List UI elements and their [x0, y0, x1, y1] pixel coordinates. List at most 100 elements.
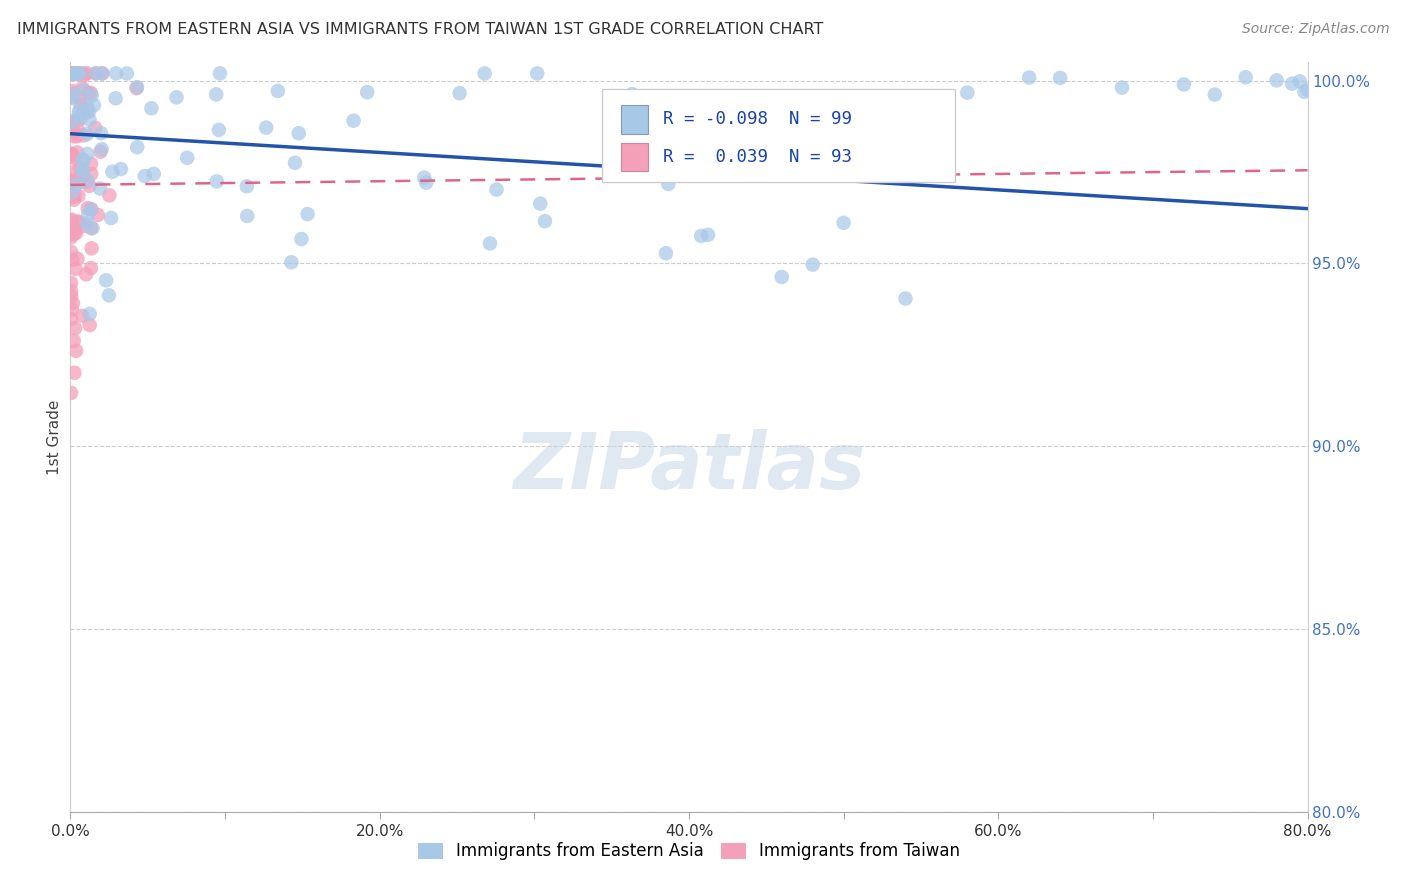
Point [100, 211, 122, 225]
Point [655, 246, 678, 260]
Point [69, 161, 91, 176]
Point [415, 176, 437, 190]
FancyBboxPatch shape [602, 88, 955, 182]
Point [67, 172, 90, 186]
Point [65, 164, 87, 178]
Point [60, 181, 83, 195]
Point [91, 66, 114, 80]
Point [60, 66, 83, 80]
Point [62, 66, 84, 80]
Point [73, 68, 96, 82]
Point [60, 147, 83, 161]
Point [75, 267, 97, 281]
Point [1294, 85, 1316, 99]
Point [62, 84, 84, 98]
Text: R =  0.039  N = 93: R = 0.039 N = 93 [664, 148, 852, 166]
Point [80, 86, 103, 100]
Point [84, 66, 107, 80]
Point [413, 170, 436, 185]
Point [80, 88, 103, 103]
Point [1296, 83, 1319, 97]
Point [80, 157, 103, 171]
Point [90, 126, 112, 140]
Point [63, 193, 86, 207]
Point [101, 165, 124, 179]
FancyBboxPatch shape [621, 143, 648, 171]
Point [60, 212, 83, 227]
Point [529, 196, 551, 211]
Point [66, 252, 89, 266]
Point [297, 207, 319, 221]
Point [63, 226, 86, 240]
Point [60, 302, 83, 317]
Point [72, 128, 94, 143]
Point [89, 181, 111, 195]
Point [60, 385, 83, 400]
Point [342, 113, 364, 128]
Point [657, 177, 679, 191]
Point [63, 87, 86, 101]
Point [125, 81, 148, 95]
Point [65, 66, 87, 80]
Point [236, 179, 259, 194]
Point [60, 312, 83, 326]
Point [105, 66, 128, 80]
Text: IMMIGRANTS FROM EASTERN ASIA VS IMMIGRANTS FROM TAIWAN 1ST GRADE CORRELATION CHA: IMMIGRANTS FROM EASTERN ASIA VS IMMIGRAN… [17, 22, 824, 37]
Point [69, 66, 91, 80]
Point [60, 115, 83, 129]
Point [63, 126, 86, 140]
Point [82, 221, 104, 235]
Point [79, 318, 101, 332]
Point [60, 146, 83, 161]
Point [60, 66, 83, 80]
Point [66, 145, 89, 160]
Point [205, 174, 228, 188]
Point [60, 244, 83, 259]
Point [75, 105, 97, 120]
Point [67, 112, 90, 127]
Point [894, 292, 917, 306]
Point [72, 66, 94, 80]
Point [60, 285, 83, 299]
Point [72, 81, 94, 95]
Point [80, 261, 103, 276]
Point [98, 188, 121, 202]
Point [62, 227, 84, 242]
Point [66, 66, 89, 80]
Point [94, 273, 117, 287]
Point [67, 189, 90, 203]
Point [66, 66, 89, 80]
Point [75, 217, 97, 231]
Point [60, 90, 83, 104]
Point [526, 66, 548, 80]
Point [76, 174, 98, 188]
Point [63, 92, 86, 106]
Point [66, 122, 89, 136]
Point [208, 66, 231, 80]
Point [142, 167, 165, 181]
Point [72, 83, 94, 97]
Point [832, 216, 855, 230]
Legend: Immigrants from Eastern Asia, Immigrants from Taiwan: Immigrants from Eastern Asia, Immigrants… [411, 836, 967, 867]
Point [534, 214, 557, 228]
Point [89, 145, 111, 159]
Point [69, 111, 91, 125]
Point [62, 190, 84, 204]
Point [76, 102, 98, 116]
Point [1265, 73, 1288, 87]
FancyBboxPatch shape [621, 105, 648, 134]
Point [76, 175, 98, 189]
Point [84, 66, 107, 80]
Point [63, 366, 86, 380]
Point [76, 147, 98, 161]
Point [65, 261, 87, 276]
Point [65, 226, 87, 240]
Point [72, 164, 94, 178]
Point [1234, 70, 1257, 85]
Point [97, 288, 120, 302]
Point [70, 98, 93, 112]
Point [66, 66, 89, 80]
Point [1049, 70, 1071, 85]
Y-axis label: 1st Grade: 1st Grade [46, 400, 62, 475]
Point [76, 201, 98, 215]
